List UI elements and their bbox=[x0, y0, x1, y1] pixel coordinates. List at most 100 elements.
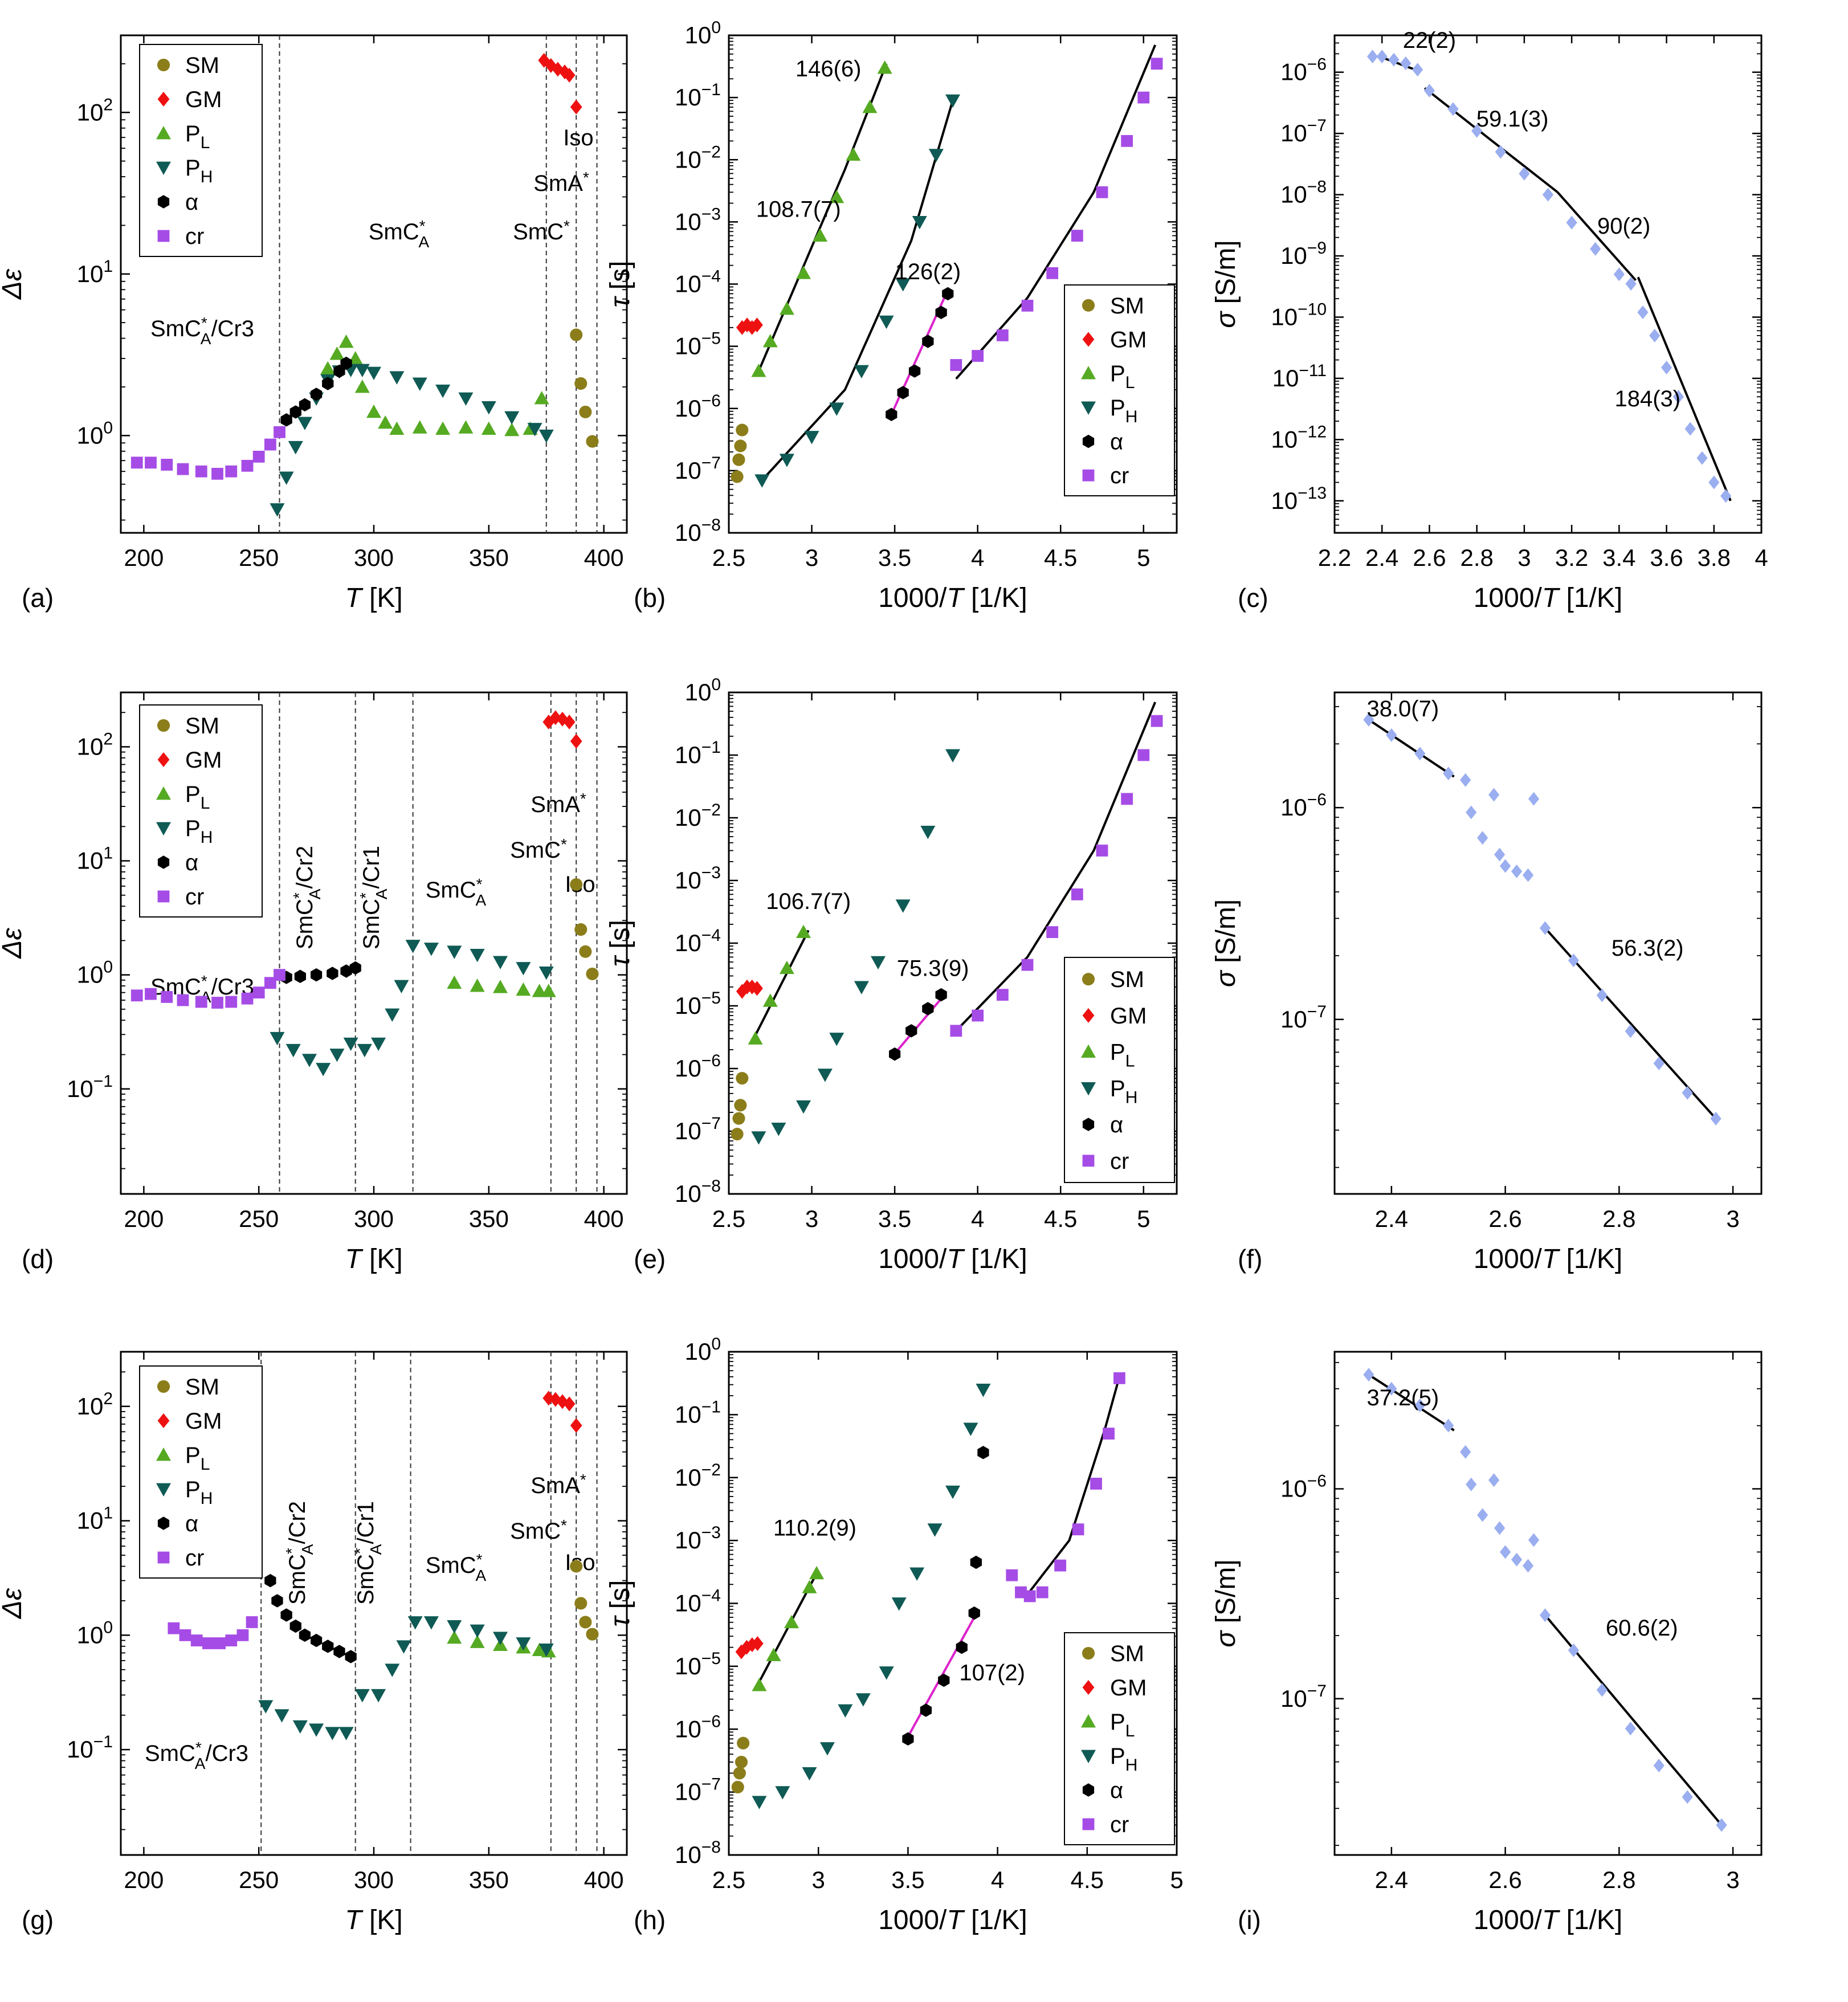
data-point bbox=[1471, 124, 1483, 138]
y-tick-label: 10−7 bbox=[675, 1775, 721, 1805]
y-tick-label: 10−8 bbox=[675, 1177, 721, 1207]
fit-line bbox=[752, 929, 810, 1039]
x-axis-label: T [K] bbox=[345, 1905, 402, 1935]
data-point bbox=[563, 1396, 576, 1412]
fit-line bbox=[1368, 1373, 1455, 1432]
x-tick-label: 3 bbox=[812, 1866, 825, 1893]
data-point bbox=[325, 1727, 340, 1740]
data-point bbox=[333, 1645, 345, 1658]
y-tick-label: 10−1 bbox=[67, 1072, 113, 1102]
data-point bbox=[322, 377, 334, 390]
y-tick-label: 10−2 bbox=[675, 142, 721, 173]
data-point bbox=[1137, 749, 1150, 761]
data-point bbox=[574, 377, 588, 390]
legend-label: GM bbox=[185, 87, 222, 112]
legend-marker-GM bbox=[1082, 1008, 1095, 1023]
x-tick-label: 400 bbox=[584, 544, 624, 571]
x-tick-label: 4 bbox=[1755, 544, 1768, 571]
data-point bbox=[504, 411, 520, 425]
data-point bbox=[976, 1384, 991, 1397]
data-point bbox=[285, 1043, 301, 1058]
data-point bbox=[493, 980, 508, 993]
data-point bbox=[762, 333, 778, 348]
data-point bbox=[1661, 361, 1672, 375]
chart-panel-c: 2.2 2.4 2.6 2.8 3 3.2 3.4 3.6 3.8 4 10−13 10−12 10−1… bbox=[1211, 28, 1768, 613]
fit-line bbox=[761, 100, 954, 482]
data-point bbox=[1015, 1586, 1027, 1599]
y-tick-label: 10−7 bbox=[675, 454, 721, 484]
phase-label: SmA* bbox=[531, 1471, 586, 1498]
series-alpha bbox=[889, 988, 947, 1061]
data-point bbox=[246, 1616, 258, 1628]
data-point bbox=[563, 67, 576, 83]
data-point bbox=[385, 1008, 400, 1022]
data-point bbox=[752, 1796, 767, 1809]
data-point bbox=[145, 456, 157, 469]
data-point bbox=[579, 945, 592, 958]
data-point bbox=[570, 878, 583, 891]
series-GM bbox=[538, 52, 582, 115]
data-point bbox=[733, 1767, 746, 1780]
data-point bbox=[734, 439, 747, 452]
data-point bbox=[1613, 267, 1625, 282]
data-point bbox=[942, 287, 954, 301]
legend-label: α bbox=[1110, 1112, 1123, 1137]
y-tick-label: 100 bbox=[685, 1335, 721, 1365]
data-point bbox=[796, 924, 811, 939]
x-tick-label: 4.5 bbox=[1044, 1205, 1077, 1232]
y-tick-label: 10−4 bbox=[675, 1587, 721, 1617]
legend-label: SM bbox=[1110, 293, 1144, 319]
data-point bbox=[1568, 1643, 1580, 1657]
data-point bbox=[751, 1131, 766, 1145]
phase-label: SmC*A/Cr3 bbox=[145, 1739, 248, 1772]
y-tick-label: 100 bbox=[77, 958, 113, 988]
y-tick-label: 10−1 bbox=[675, 80, 721, 111]
legend-marker-cr bbox=[157, 890, 170, 903]
data-point bbox=[779, 454, 794, 467]
data-point bbox=[274, 1709, 289, 1723]
x-tick-label: 3.5 bbox=[878, 1205, 911, 1232]
chart-panel-b: 2.5 3 3.5 4 4.5 5 10−8 10−7 10−6 10−5 10−4 10−3 10−2… bbox=[605, 18, 1178, 613]
x-tick-label: 400 bbox=[584, 1866, 624, 1893]
series-alpha bbox=[886, 287, 954, 421]
data-point bbox=[322, 1640, 334, 1653]
data-point bbox=[394, 980, 409, 994]
data-point bbox=[752, 1678, 767, 1691]
x-tick-label: 250 bbox=[239, 544, 279, 571]
data-point bbox=[299, 398, 311, 411]
chart-panel-h: 2.5 3 3.5 4 4.5 5 10−8 10−7 10−6 10−5 10−4 10−3 10−2… bbox=[605, 1335, 1184, 1935]
data-point bbox=[945, 94, 960, 108]
legend-box bbox=[139, 1365, 263, 1579]
y-axis-label: τ [s] bbox=[605, 1580, 635, 1627]
data-point bbox=[950, 1025, 962, 1037]
data-point bbox=[736, 423, 749, 437]
series-sigma bbox=[1363, 712, 1721, 1126]
data-point bbox=[252, 450, 265, 463]
data-point bbox=[338, 1727, 354, 1740]
series-PL bbox=[751, 60, 892, 377]
fit-annotation: 106.7(7) bbox=[766, 889, 851, 914]
y-tick-label: 10−6 bbox=[675, 392, 721, 422]
data-point bbox=[541, 984, 556, 997]
data-point bbox=[862, 100, 878, 113]
data-point bbox=[895, 899, 911, 913]
legend-marker-alpha bbox=[157, 195, 170, 209]
x-tick-label: 2.8 bbox=[1460, 544, 1493, 571]
phase-label: SmC* bbox=[513, 217, 570, 244]
legend-marker-PH bbox=[1081, 1750, 1096, 1763]
data-point bbox=[241, 992, 254, 1005]
x-tick-label: 3.6 bbox=[1650, 544, 1683, 571]
data-point bbox=[1096, 845, 1108, 857]
data-point bbox=[1151, 715, 1163, 727]
data-point bbox=[289, 405, 301, 419]
fit-annotation: 107(2) bbox=[959, 1660, 1025, 1685]
phase-label: SmA* bbox=[531, 790, 586, 817]
legend-marker-alpha bbox=[1082, 434, 1095, 448]
data-point bbox=[1071, 888, 1083, 900]
data-point bbox=[1023, 1590, 1036, 1603]
data-point bbox=[349, 961, 361, 975]
data-point bbox=[340, 964, 352, 978]
y-tick-label: 10−6 bbox=[1280, 55, 1327, 85]
data-point bbox=[886, 407, 898, 421]
